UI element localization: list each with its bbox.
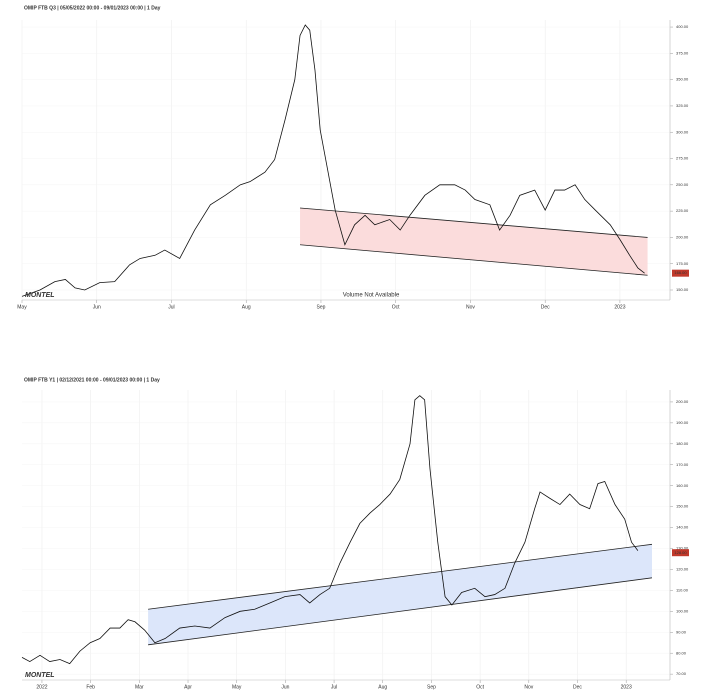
price-line (21, 395, 639, 665)
channel-line (148, 543, 653, 610)
chart-title: OMIP FTB Y1 | 02/12/2021 00:00 - 09/01/2… (24, 377, 160, 383)
y-tick-label: 350.00 (676, 77, 689, 82)
y-tick-label: 190.00 (676, 420, 689, 425)
y-tick-label: 90.00 (676, 629, 687, 634)
x-tick-label: Jun (281, 684, 289, 690)
y-tick-label: 375.00 (676, 50, 689, 55)
y-tick-label: 130.00 (676, 546, 689, 551)
x-tick-label: Jul (331, 684, 337, 690)
logo: MONTEL (25, 672, 55, 679)
x-tick-label: Sep (427, 684, 436, 690)
chart-title: OMIP FTB Q3 | 05/05/2022 00:00 - 09/01/2… (24, 5, 161, 11)
x-tick-label: 2022 (36, 684, 47, 690)
channel-band (300, 207, 648, 276)
x-tick-label: Apr (184, 684, 192, 690)
logo: MONTEL (25, 292, 55, 299)
last-price-marker (672, 269, 689, 277)
y-tick-label: 300.00 (676, 129, 689, 134)
x-tick-label: Sep (317, 304, 326, 310)
x-tick-label: Nov (524, 684, 533, 690)
x-tick-label: Dec (573, 684, 582, 690)
channel-line (300, 207, 648, 238)
y-tick-label: 160.00 (676, 483, 689, 488)
y-tick-label: 200.00 (676, 234, 689, 239)
x-tick-label: Jul (168, 304, 174, 310)
y-tick-label: 120.00 (676, 567, 689, 572)
y-tick-label: 70.00 (676, 671, 687, 676)
last-price-marker (672, 549, 689, 557)
x-tick-label: Nov (466, 304, 475, 310)
y-tick-label: 150.00 (676, 287, 689, 292)
channel-line (148, 577, 653, 646)
x-tick-label: Feb (86, 684, 95, 690)
x-tick-label: 2023 (614, 304, 625, 310)
y-tick-label: 325.00 (676, 103, 689, 108)
last-price-label: 166.00 (674, 270, 687, 275)
x-tick-label: 2023 (621, 684, 632, 690)
x-tick-label: Mar (135, 684, 144, 690)
y-tick-label: 250.00 (676, 182, 689, 187)
y-tick-label: 170.00 (676, 462, 689, 467)
y-tick-label: 150.00 (676, 504, 689, 509)
annotation: Volume Not Available (343, 293, 400, 299)
y-tick-label: 200.00 (676, 399, 689, 404)
x-tick-label: May (17, 304, 27, 310)
channel-line (299, 244, 648, 276)
y-tick-label: 140.00 (676, 525, 689, 530)
y-tick-label: 225.00 (676, 208, 689, 213)
last-price-label: 128.00 (674, 550, 687, 555)
x-tick-label: Aug (378, 684, 387, 690)
channel-band (148, 544, 652, 645)
x-tick-label: Jun (93, 304, 101, 310)
y-tick-label: 275.00 (676, 156, 689, 161)
y-tick-label: 110.00 (676, 587, 689, 592)
x-tick-label: Oct (392, 304, 400, 310)
y-tick-label: 180.00 (676, 441, 689, 446)
x-tick-label: Oct (476, 684, 484, 690)
x-tick-label: Dec (541, 304, 550, 310)
x-tick-label: Aug (242, 304, 251, 310)
y-tick-label: 100.00 (676, 608, 689, 613)
y-tick-label: 80.00 (676, 650, 687, 655)
price-line (21, 24, 645, 297)
y-tick-label: 400.00 (676, 24, 689, 29)
x-tick-label: May (232, 684, 242, 690)
y-tick-label: 175.00 (676, 261, 689, 266)
